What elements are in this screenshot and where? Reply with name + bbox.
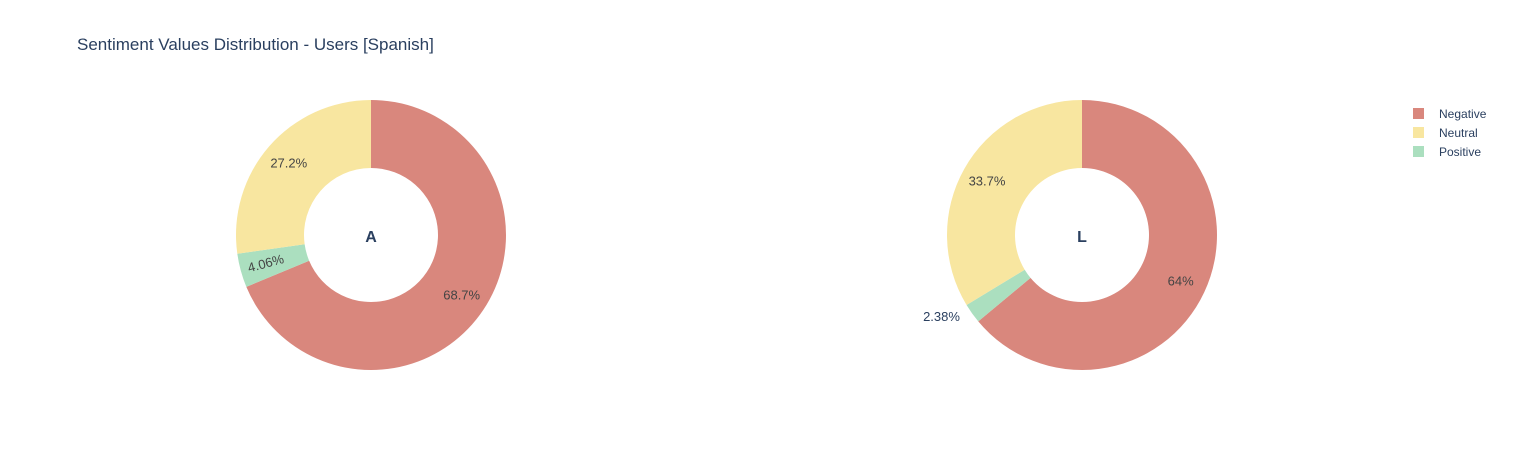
slice-negative[interactable]: [246, 100, 507, 370]
donut-center-label: A: [365, 229, 377, 246]
legend-item-neutral[interactable]: Neutral: [1413, 126, 1478, 140]
slice-label-positive: 2.38%: [923, 309, 960, 324]
slice-positive[interactable]: [237, 244, 310, 287]
legend-swatch: [1413, 146, 1424, 157]
legend-swatch: [1413, 108, 1424, 119]
donut-chart-1: 68.7%4.06%27.2%A: [236, 100, 507, 370]
donut-chart-2: 64% 2.38% 33.7% L: [923, 100, 1217, 370]
slice-label-neutral: 33.7%: [969, 174, 1006, 189]
legend-label: Positive: [1439, 145, 1481, 159]
slice-label-neutral: 27.2%: [270, 155, 307, 170]
slice-positive[interactable]: [966, 269, 1031, 322]
donut-center-label: L: [1077, 229, 1087, 246]
legend-label: Negative: [1439, 107, 1487, 121]
slice-negative[interactable]: [978, 100, 1217, 370]
slice-label-negative: 64%: [1168, 273, 1194, 288]
legend-item-positive[interactable]: Positive: [1413, 145, 1481, 159]
slice-neutral[interactable]: [946, 100, 1082, 305]
slice-label-negative: 68.7%: [443, 287, 480, 302]
donut-charts: 68.7%4.06%27.2%A64%2.38%33.7%L: [236, 100, 1217, 370]
legend-item-negative[interactable]: Negative: [1413, 107, 1487, 121]
legend-swatch: [1413, 127, 1424, 138]
legend[interactable]: Negative Neutral Positive: [1413, 107, 1487, 159]
legend-label: Neutral: [1439, 126, 1478, 140]
chart-title: Sentiment Values Distribution - Users [S…: [77, 35, 434, 54]
slice-neutral[interactable]: [236, 100, 371, 254]
